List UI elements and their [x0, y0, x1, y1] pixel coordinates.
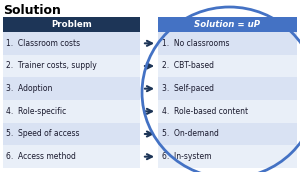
Text: 4.  Role-based content: 4. Role-based content	[162, 107, 248, 116]
Text: 1.  No classrooms: 1. No classrooms	[162, 39, 230, 48]
Text: 2.  CBT-based: 2. CBT-based	[162, 62, 214, 71]
Text: Problem: Problem	[51, 20, 92, 29]
FancyBboxPatch shape	[158, 32, 297, 55]
Text: 6.  In-system: 6. In-system	[162, 152, 211, 161]
FancyBboxPatch shape	[158, 17, 297, 32]
Text: 5.  Speed of access: 5. Speed of access	[6, 130, 80, 138]
FancyBboxPatch shape	[3, 32, 140, 55]
FancyBboxPatch shape	[3, 77, 140, 100]
FancyBboxPatch shape	[158, 145, 297, 168]
FancyBboxPatch shape	[158, 100, 297, 123]
FancyBboxPatch shape	[158, 123, 297, 145]
FancyBboxPatch shape	[3, 55, 140, 77]
Text: 2.  Trainer costs, supply: 2. Trainer costs, supply	[6, 62, 97, 71]
Text: 5.  On-demand: 5. On-demand	[162, 130, 219, 138]
Text: 6.  Access method: 6. Access method	[6, 152, 76, 161]
FancyBboxPatch shape	[158, 55, 297, 77]
FancyBboxPatch shape	[3, 123, 140, 145]
Text: 4.  Role-specific: 4. Role-specific	[6, 107, 66, 116]
FancyBboxPatch shape	[3, 17, 140, 32]
Text: 3.  Adoption: 3. Adoption	[6, 84, 52, 93]
FancyBboxPatch shape	[3, 145, 140, 168]
Text: Solution: Solution	[3, 4, 61, 18]
FancyBboxPatch shape	[158, 77, 297, 100]
Text: Solution = uP: Solution = uP	[194, 20, 261, 29]
Text: 3.  Self-paced: 3. Self-paced	[162, 84, 214, 93]
FancyBboxPatch shape	[3, 100, 140, 123]
Text: 1.  Classroom costs: 1. Classroom costs	[6, 39, 80, 48]
